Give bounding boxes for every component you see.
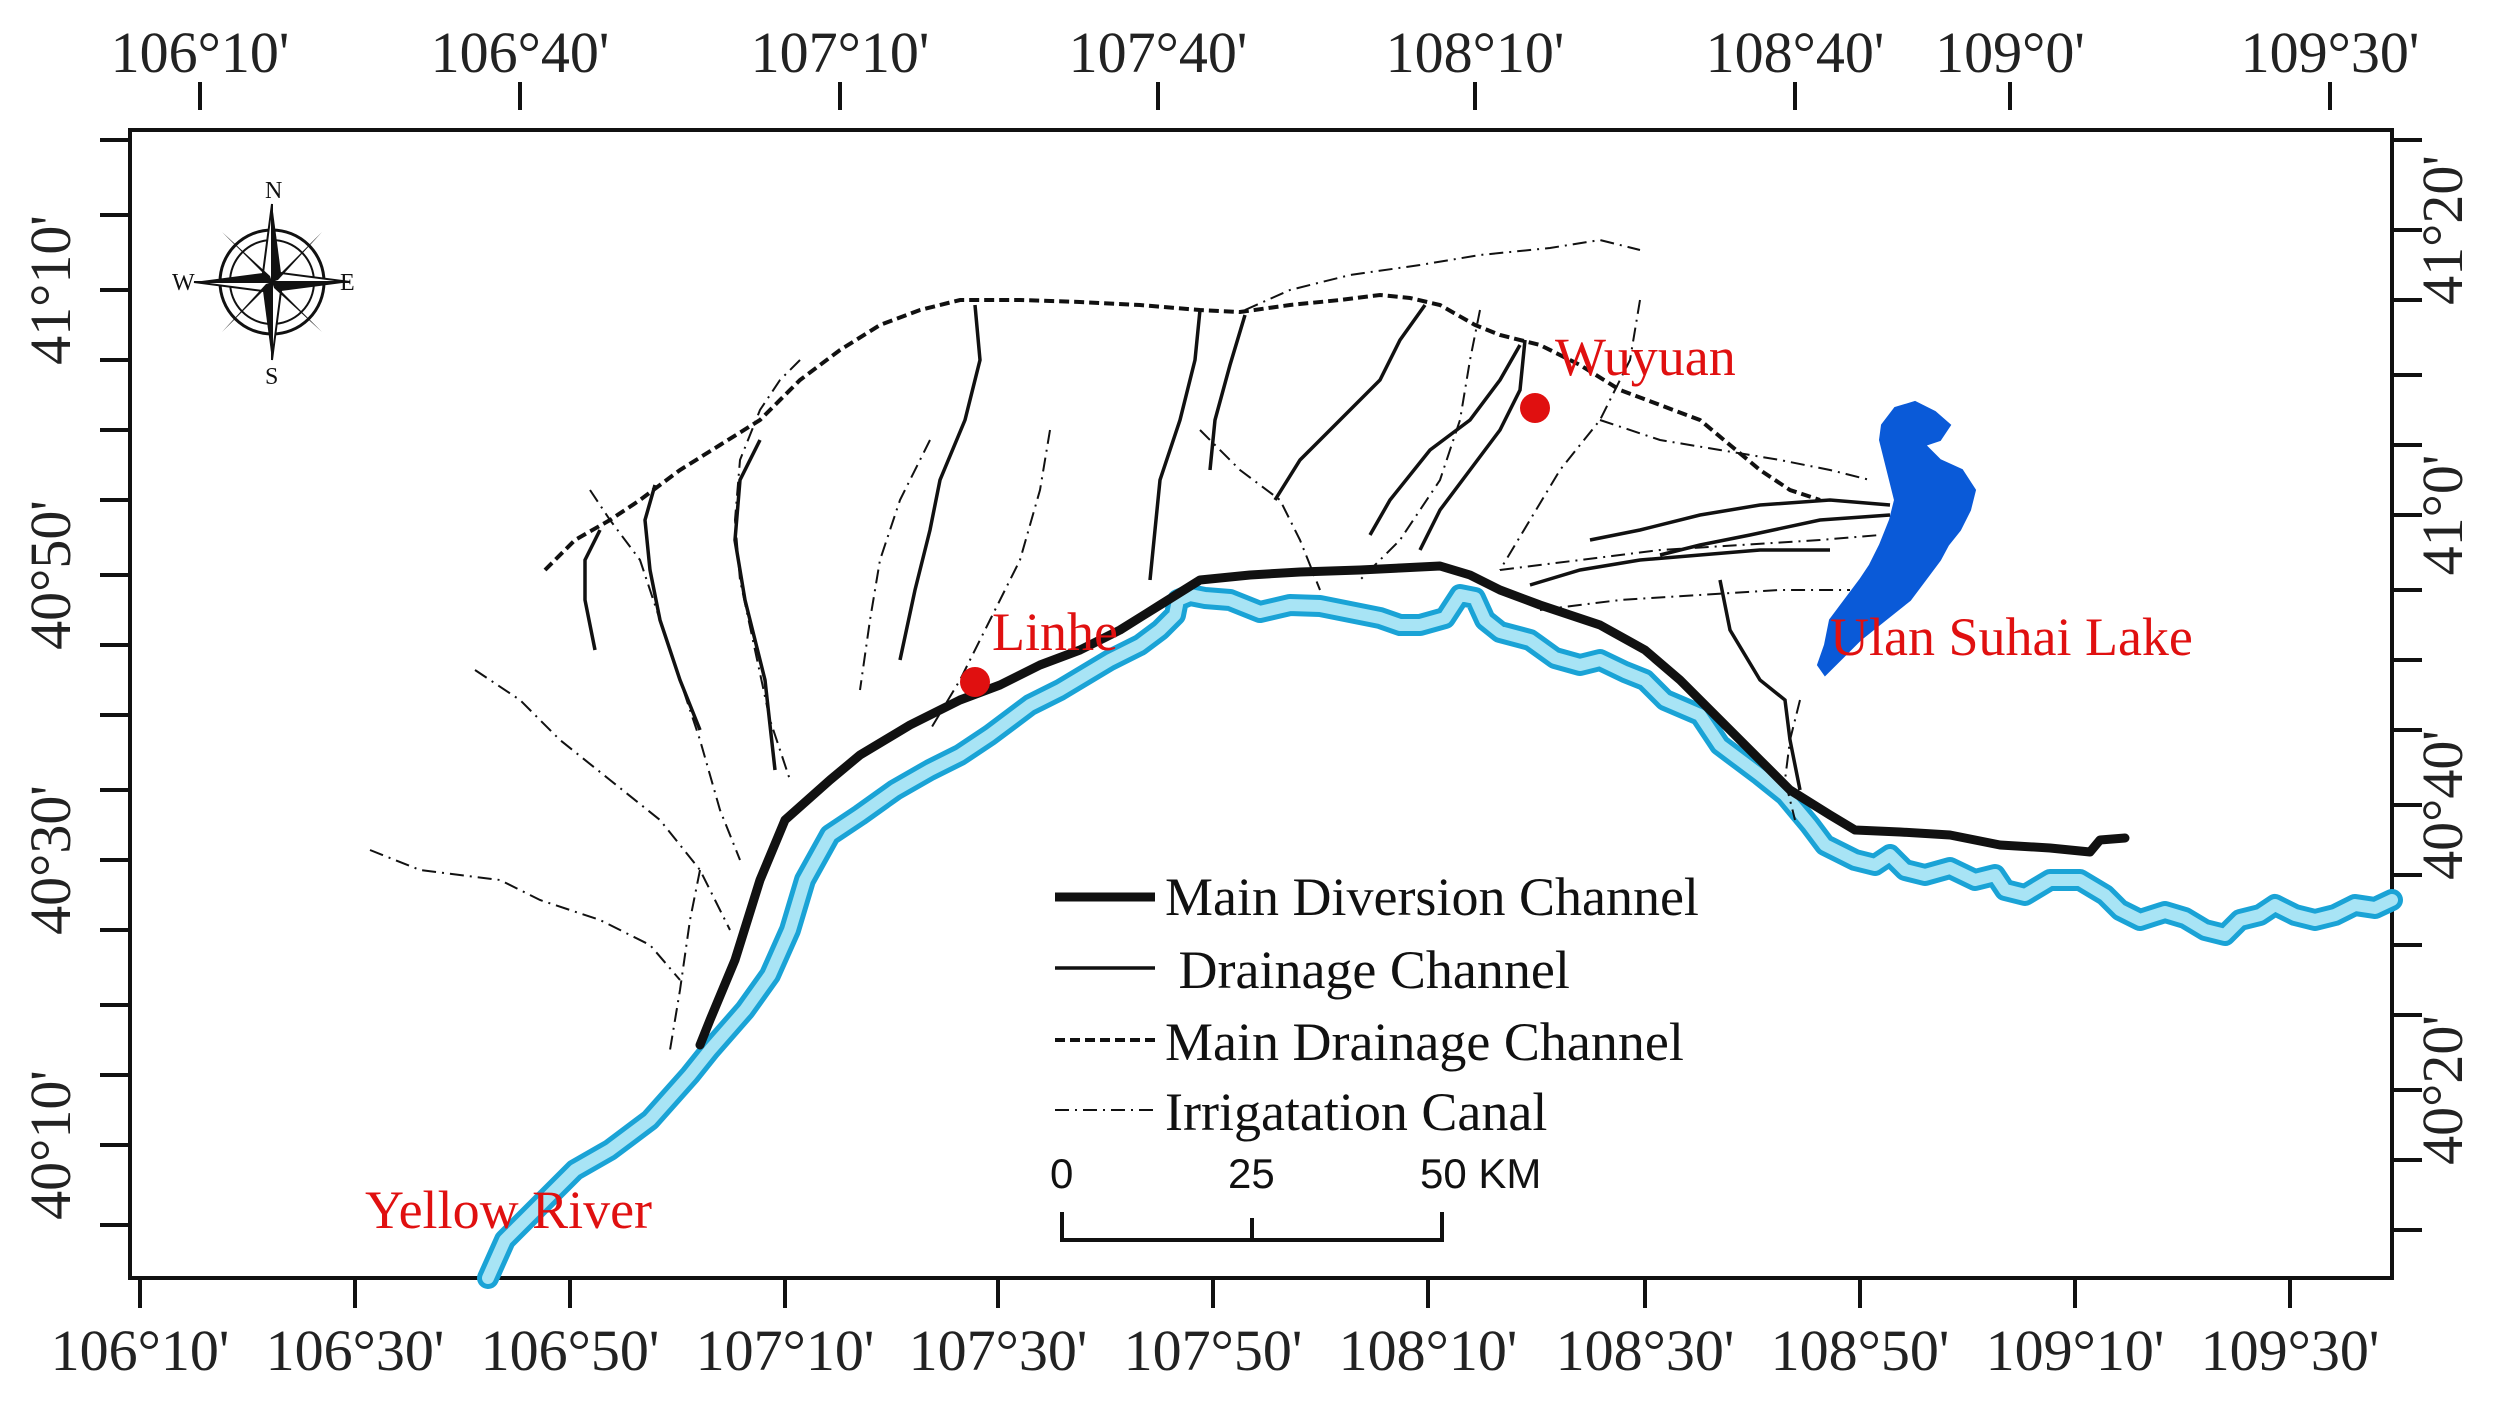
top-tick-label: 108°40' [1706, 20, 1885, 85]
bottom-tick-label: 106°30' [266, 1318, 445, 1383]
left-axis-labels: 41°10' 40°50' 40°30' 40°10' [18, 215, 83, 1220]
top-tick-label: 109°30' [2241, 20, 2420, 85]
left-tick-label: 40°30' [18, 785, 83, 935]
left-tick-label: 40°10' [18, 1070, 83, 1220]
scale-start-label: 0 [1050, 1150, 1073, 1197]
yellow-river [477, 584, 2403, 1289]
bottom-tick-label: 109°10' [1986, 1318, 2165, 1383]
scale-mid-label: 25 [1228, 1150, 1275, 1197]
legend-irrigation-label: Irrigatation Canal [1165, 1082, 1547, 1142]
bottom-tick-label: 108°10' [1339, 1318, 1518, 1383]
right-axis-labels: 41°20' 41°0' 40°40' 40°20' [2410, 155, 2475, 1165]
bottom-axis [138, 1280, 2292, 1308]
linhe-label: Linhe [992, 602, 1118, 662]
bottom-tick-label: 107°30' [909, 1318, 1088, 1383]
right-tick-label: 41°20' [2410, 155, 2475, 305]
right-tick-label: 41°0' [2410, 455, 2475, 576]
compass-s: S [265, 364, 278, 390]
top-tick-label: 106°40' [431, 20, 610, 85]
top-tick-label: 108°10' [1386, 20, 1565, 85]
drainage-channels [583, 303, 1891, 791]
compass-rose-icon: N S E W [172, 178, 355, 390]
bottom-tick-label: 106°10' [51, 1318, 230, 1383]
legend-main-drainage-label: Main Drainage Channel [1165, 1012, 1684, 1072]
right-tick-label: 40°20' [2410, 1015, 2475, 1165]
top-tick-label: 106°10' [111, 20, 290, 85]
bottom-axis-labels: 106°10' 106°30' 106°50' 107°10' 107°30' … [51, 1318, 2380, 1383]
left-axis [100, 138, 128, 1227]
map-frame [128, 128, 2394, 1280]
compass-w: W [172, 270, 195, 296]
left-tick-label: 41°10' [18, 215, 83, 365]
linhe-city-marker [960, 667, 990, 697]
ulan-suhai-lake [1816, 400, 1977, 677]
wuyuan-city-marker [1520, 393, 1550, 423]
bottom-tick-label: 106°50' [481, 1318, 660, 1383]
top-tick-label: 109°0' [1935, 20, 2085, 85]
top-tick-label: 107°10' [751, 20, 930, 85]
main-drainage-channel [543, 292, 1821, 572]
top-axis [198, 82, 2332, 110]
bottom-tick-label: 107°10' [696, 1318, 875, 1383]
legend: Main Diversion Channel Drainage Channel … [1055, 867, 1699, 1142]
lake-label: Ulan Suhai Lake [1830, 607, 2193, 667]
legend-main-diversion-label: Main Diversion Channel [1165, 867, 1699, 927]
compass-n: N [265, 178, 282, 204]
main-diversion-channel [695, 561, 2130, 1050]
top-axis-labels: 106°10' 106°40' 107°10' 107°40' 108°10' … [111, 20, 2420, 85]
right-axis [2394, 138, 2422, 1232]
bottom-tick-label: 108°30' [1556, 1318, 1735, 1383]
scale-bar: 0 25 50 KM [1050, 1150, 1541, 1242]
wuyuan-label: Wuyuan [1555, 327, 1736, 387]
yellow-river-label: Yellow River [365, 1180, 652, 1240]
left-tick-label: 40°50' [18, 500, 83, 650]
bottom-tick-label: 108°50' [1771, 1318, 1950, 1383]
legend-drainage-label: Drainage Channel [1165, 940, 1570, 1000]
bottom-tick-label: 109°30' [2201, 1318, 2380, 1383]
scale-end-label: 50 KM [1420, 1150, 1541, 1197]
bottom-tick-label: 107°50' [1124, 1318, 1303, 1383]
compass-e: E [340, 270, 355, 296]
right-tick-label: 40°40' [2410, 730, 2475, 880]
top-tick-label: 107°40' [1069, 20, 1248, 85]
